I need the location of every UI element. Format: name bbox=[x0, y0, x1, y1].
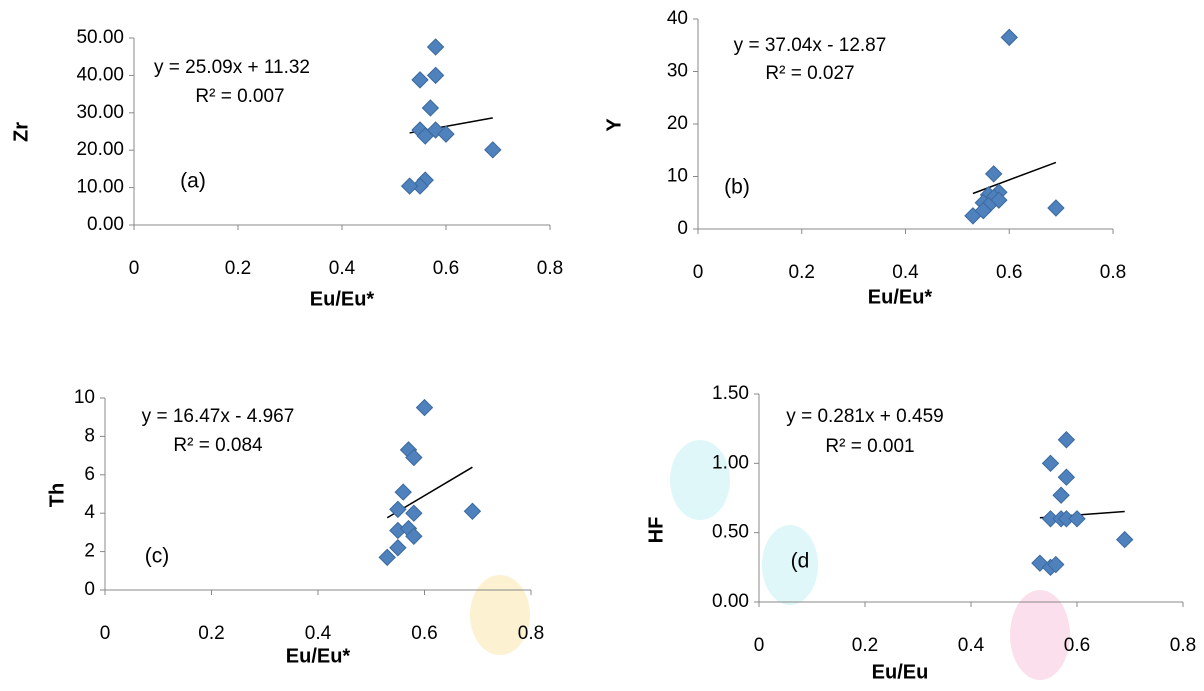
x-axis-label: Eu/Eu* bbox=[868, 286, 933, 308]
y-tick-label: 8 bbox=[84, 425, 95, 446]
point bbox=[1117, 532, 1133, 548]
chart-panel: 0 2 4 6 8 10 0 0.2 0.4 0.6 0.8 Eu/Eu* Th y = 16.47x -… bbox=[46, 387, 544, 667]
x-tick-label: 0 bbox=[100, 623, 111, 644]
y-tick-label: 2 bbox=[84, 541, 95, 562]
point bbox=[1048, 200, 1064, 216]
x-tick-label: 0.6 bbox=[996, 262, 1022, 283]
chart-panel: 0 10 20 30 40 0 0.2 0.4 0.6 0.8 Eu/Eu* Yy = 37.04x … bbox=[603, 8, 1126, 308]
point bbox=[1001, 29, 1017, 45]
y-tick-label: 30 bbox=[667, 61, 688, 82]
y-tick-label: 0.50 bbox=[712, 522, 749, 543]
point bbox=[412, 72, 428, 88]
r-squared: R² = 0.007 bbox=[195, 86, 284, 107]
point bbox=[395, 484, 411, 500]
point bbox=[1043, 455, 1059, 471]
y-axis-label: Y bbox=[603, 118, 625, 132]
y-tick-label: 1.50 bbox=[712, 383, 749, 404]
y-tick-label: 0.00 bbox=[87, 214, 124, 235]
r-squared: R² = 0.027 bbox=[765, 63, 854, 84]
equation: y = 25.09x + 11.32 bbox=[154, 57, 310, 78]
y-tick-label: 6 bbox=[84, 464, 95, 485]
y-tick-label: 50.00 bbox=[76, 27, 124, 48]
y-tick-label: 0.00 bbox=[712, 591, 749, 612]
x-tick-label: 0.6 bbox=[433, 258, 459, 279]
point bbox=[1053, 487, 1069, 503]
x-axis-label: Eu/Eu* bbox=[310, 288, 375, 310]
x-tick-label: 0.2 bbox=[852, 635, 878, 656]
x-tick-label: 0.2 bbox=[198, 623, 224, 644]
y-tick-label: 10 bbox=[74, 387, 95, 408]
y-tick-label: 40 bbox=[667, 8, 688, 29]
y-axis-label: Zr bbox=[10, 122, 32, 142]
panel-label: (b) bbox=[724, 176, 750, 199]
y-axis-label: Th bbox=[46, 483, 68, 507]
x-axis-label: Eu/Eu* bbox=[286, 645, 351, 667]
panel-label: (d bbox=[791, 550, 810, 573]
point bbox=[390, 540, 406, 556]
equation: y = 37.04x - 12.87 bbox=[734, 35, 887, 56]
point bbox=[1069, 511, 1085, 527]
point bbox=[1058, 432, 1074, 448]
point bbox=[417, 400, 433, 416]
y-tick-label: 30.00 bbox=[76, 102, 124, 123]
equation: y = 16.47x - 4.967 bbox=[142, 406, 295, 427]
x-tick-label: 0.4 bbox=[329, 258, 356, 279]
x-tick-label: 0.4 bbox=[892, 262, 919, 283]
panel-label: (a) bbox=[180, 170, 206, 193]
x-tick-label: 0.2 bbox=[789, 262, 815, 283]
x-tick-label: 0 bbox=[693, 262, 704, 283]
y-tick-label: 20 bbox=[667, 113, 688, 134]
y-tick-label: 10 bbox=[667, 166, 688, 187]
point bbox=[485, 142, 501, 158]
r-squared: R² = 0.084 bbox=[173, 435, 263, 456]
r-squared: R² = 0.001 bbox=[825, 436, 914, 457]
x-tick-label: 0.6 bbox=[411, 623, 437, 644]
chart-panel: 0.00 0.50 1.00 1.50 0 0.2 0.4 0.6 0.8 Eu/Eu HF y = … bbox=[645, 383, 1196, 683]
point bbox=[402, 178, 418, 194]
point bbox=[1058, 469, 1074, 485]
point bbox=[422, 100, 438, 116]
y-tick-label: 1.00 bbox=[712, 452, 749, 473]
x-tick-label: 0 bbox=[754, 635, 765, 656]
y-tick-label: 20.00 bbox=[76, 139, 124, 160]
equation: y = 0.281x + 0.459 bbox=[786, 406, 943, 427]
point bbox=[406, 505, 422, 521]
point bbox=[428, 39, 444, 55]
panel-label: (c) bbox=[145, 545, 170, 568]
y-tick-label: 40.00 bbox=[76, 64, 124, 85]
y-axis-label: HF bbox=[645, 517, 667, 544]
decor bbox=[1010, 590, 1070, 680]
trendline bbox=[973, 162, 1056, 193]
x-axis-label: Eu/Eu bbox=[872, 661, 929, 683]
chart-panel: 0.00 10.00 20.00 30.00 40.00 50.00 0 0.2 0.4 0.6 0… bbox=[10, 27, 563, 310]
y-tick-label: 0 bbox=[677, 218, 688, 239]
y-tick-label: 4 bbox=[84, 502, 95, 523]
point bbox=[986, 166, 1002, 182]
x-tick-label: 0.2 bbox=[225, 258, 251, 279]
x-tick-label: 0 bbox=[129, 258, 140, 279]
figure: 0.0010.0020.0030.0040.0050.0000.20.40.60… bbox=[0, 0, 1204, 691]
point bbox=[428, 67, 444, 83]
x-tick-label: 0.8 bbox=[518, 623, 544, 644]
y-tick-label: 0 bbox=[84, 579, 95, 600]
x-tick-label: 0.8 bbox=[1170, 635, 1196, 656]
x-tick-label: 0.8 bbox=[537, 258, 563, 279]
x-tick-label: 0.6 bbox=[1064, 635, 1090, 656]
x-tick-label: 0.8 bbox=[1100, 262, 1126, 283]
point bbox=[464, 503, 480, 519]
x-tick-label: 0.4 bbox=[958, 635, 985, 656]
x-tick-label: 0.4 bbox=[305, 623, 332, 644]
y-tick-label: 10.00 bbox=[76, 177, 124, 198]
point bbox=[379, 549, 395, 565]
